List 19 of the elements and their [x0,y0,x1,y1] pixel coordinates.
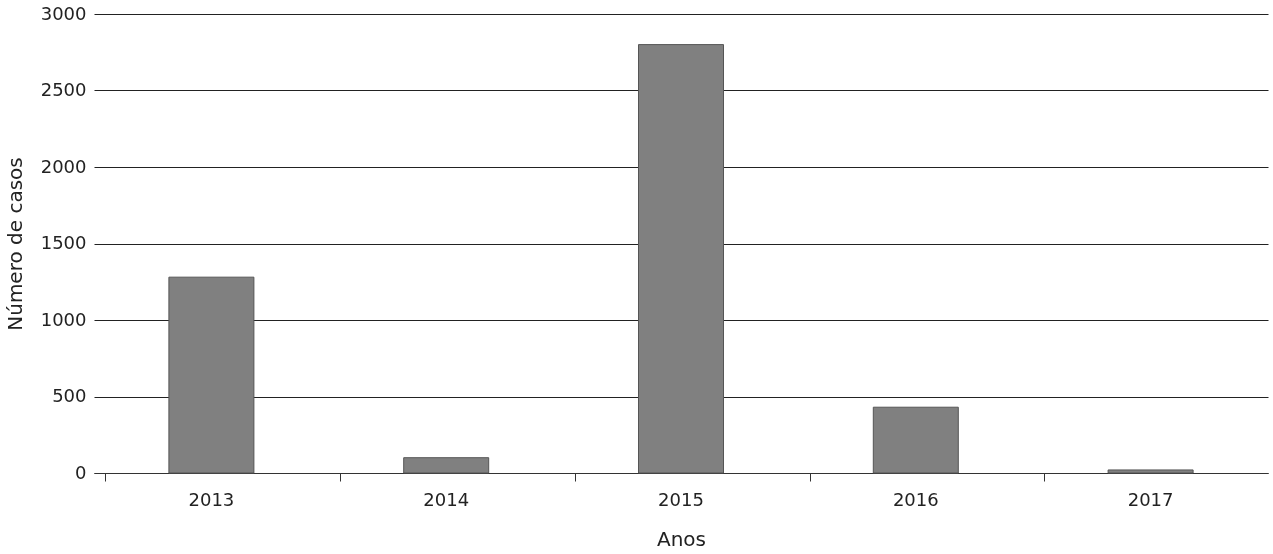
y-tick-label: 500 [52,385,87,406]
bar [168,276,255,474]
x-tick-label: 2013 [188,488,235,510]
x-tick-label: 2015 [658,488,704,510]
y-tick-label: 1000 [40,308,87,330]
y-tick-label: 1500 [40,232,87,253]
bar [638,44,724,474]
x-axis-title: Anos [656,526,707,551]
bar [1107,469,1194,474]
bar [872,406,959,474]
y-tick-label: 2500 [40,79,87,100]
x-tick-label: 2017 [1127,488,1174,510]
y-tick-label: 0 [75,461,87,483]
x-tick-label: 2014 [423,488,470,510]
y-tick-label: 3000 [40,2,87,24]
y-axis-title: Número de casos [2,157,27,331]
bar [403,457,490,474]
x-tick-label: 2016 [892,488,939,510]
y-tick-label: 2000 [40,155,87,177]
